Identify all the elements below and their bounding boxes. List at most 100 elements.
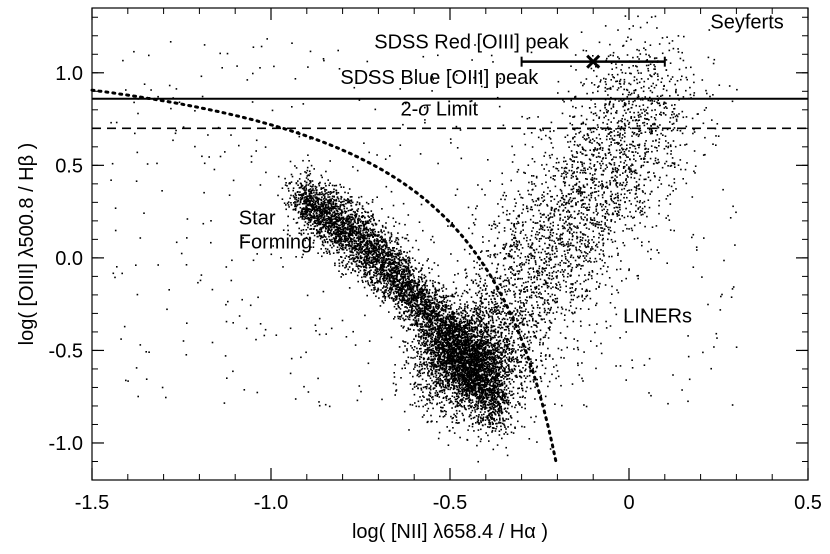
scatter-point-3868 (342, 218, 345, 221)
scatter-point-199 (384, 245, 387, 248)
scatter-point-3922 (441, 287, 443, 290)
scatter-point-2710 (483, 413, 485, 416)
scatter-point-2063 (484, 411, 486, 413)
scatter-point-4940 (421, 310, 424, 313)
scatter-point-4203 (450, 306, 452, 309)
scatter-point-3348 (341, 216, 343, 219)
scatter-point-4028 (381, 246, 383, 248)
scatter-point-3950 (424, 299, 427, 301)
scatter-point-2394 (311, 206, 313, 208)
scatter-point-4780 (323, 201, 326, 204)
scatter-point-3960 (308, 199, 310, 202)
scatter-point-4541 (304, 211, 307, 213)
scatter-point-818 (345, 199, 348, 202)
scatter-point-2693 (319, 212, 322, 214)
scatter-point-3775 (312, 184, 314, 186)
scatter-point-205 (461, 388, 463, 391)
scatter-point-2824 (394, 241, 396, 243)
scatter-point-3930 (333, 237, 336, 240)
scatter-point-1275 (318, 184, 321, 187)
scatter-point-3038 (388, 239, 391, 242)
scatter-point-4148 (409, 302, 412, 304)
scatter-point-4182 (309, 214, 311, 217)
scatter-point-1866 (305, 184, 308, 186)
scatter-point-2557 (507, 418, 510, 420)
scatter-point-3242 (443, 327, 445, 330)
scatter-point-1904 (365, 234, 367, 237)
scatter-point-3442 (343, 203, 345, 206)
scatter-point-4438 (419, 270, 422, 272)
scatter-point-1794 (305, 193, 307, 195)
scatter-point-1821 (346, 249, 348, 251)
scatter-point-3890 (495, 391, 498, 394)
scatter-point-1447 (373, 244, 375, 246)
scatter-point-1757 (495, 402, 497, 405)
scatter-point-4198 (384, 233, 386, 236)
scatter-point-1793 (320, 188, 322, 190)
scatter-point-3759 (457, 378, 460, 380)
scatter-point-3878 (355, 263, 358, 265)
scatter-point-3560 (456, 353, 458, 355)
scatter-point-3280 (318, 209, 321, 212)
scatter-point-3190 (382, 292, 385, 295)
scatter-point-2540 (353, 258, 355, 261)
scatter-point-2558 (395, 272, 398, 274)
scatter-point-3537 (480, 386, 482, 389)
scatter-point-4549 (287, 215, 289, 218)
scatter-point-1129 (356, 222, 358, 225)
scatter-point-4781 (414, 297, 416, 299)
scatter-point-3107 (439, 327, 442, 329)
scatter-point-1528 (355, 247, 358, 250)
scatter-point-2304 (287, 201, 290, 203)
scatter-point-4273 (310, 219, 313, 221)
scatter-point-2624 (499, 371, 502, 373)
scatter-point-1844 (340, 242, 342, 245)
scatter-point-3649 (366, 294, 368, 297)
scatter-point-1183 (338, 265, 341, 267)
scatter-point-2041 (397, 262, 399, 265)
scatter-point-1542 (357, 217, 360, 220)
scatter-point-3283 (339, 224, 341, 227)
scatter-point-4826 (320, 221, 323, 224)
scatter-point-571 (397, 317, 400, 320)
scatter-point-4262 (495, 418, 498, 421)
scatter-point-4911 (419, 296, 421, 299)
scatter-point-1516 (420, 294, 422, 296)
scatter-point-860 (321, 214, 323, 217)
scatter-point-1939 (487, 426, 489, 428)
scatter-point-3857 (421, 295, 423, 297)
scatter-point-2655 (371, 215, 374, 217)
scatter-point-2691 (444, 319, 447, 322)
scatter-point-2630 (376, 248, 379, 250)
scatter-point-4529 (357, 257, 359, 259)
scatter-point-4602 (421, 293, 423, 295)
scatter-point-1645 (479, 341, 481, 344)
scatter-point-4238 (426, 290, 428, 292)
scatter-point-3148 (403, 276, 406, 279)
scatter-point-1641 (409, 284, 412, 286)
scatter-point-2160 (391, 269, 394, 271)
scatter-point-548 (510, 431, 513, 434)
scatter-point-3849 (392, 291, 395, 294)
scatter-point-4786 (352, 260, 355, 263)
scatter-point-4306 (424, 329, 427, 332)
scatter-point-2992 (357, 240, 360, 242)
scatter-point-3012 (348, 236, 351, 239)
scatter-point-3089 (328, 229, 330, 231)
scatter-point-42 (491, 392, 493, 395)
scatter-point-4650 (341, 248, 344, 251)
scatter-point-4505 (301, 193, 303, 196)
scatter-point-1271 (309, 200, 312, 202)
scatter-point-964 (403, 271, 405, 273)
scatter-point-3875 (423, 312, 425, 314)
scatter-point-254 (286, 185, 288, 187)
scatter-point-3550 (330, 203, 333, 205)
scatter-point-3570 (375, 272, 378, 274)
scatter-point-4589 (390, 273, 393, 275)
scatter-point-2237 (421, 343, 424, 346)
scatter-point-4707 (350, 238, 352, 241)
scatter-point-1611 (371, 199, 374, 201)
scatter-point-2959 (426, 339, 429, 341)
scatter-point-1739 (377, 245, 380, 248)
scatter-point-3955 (356, 274, 359, 277)
